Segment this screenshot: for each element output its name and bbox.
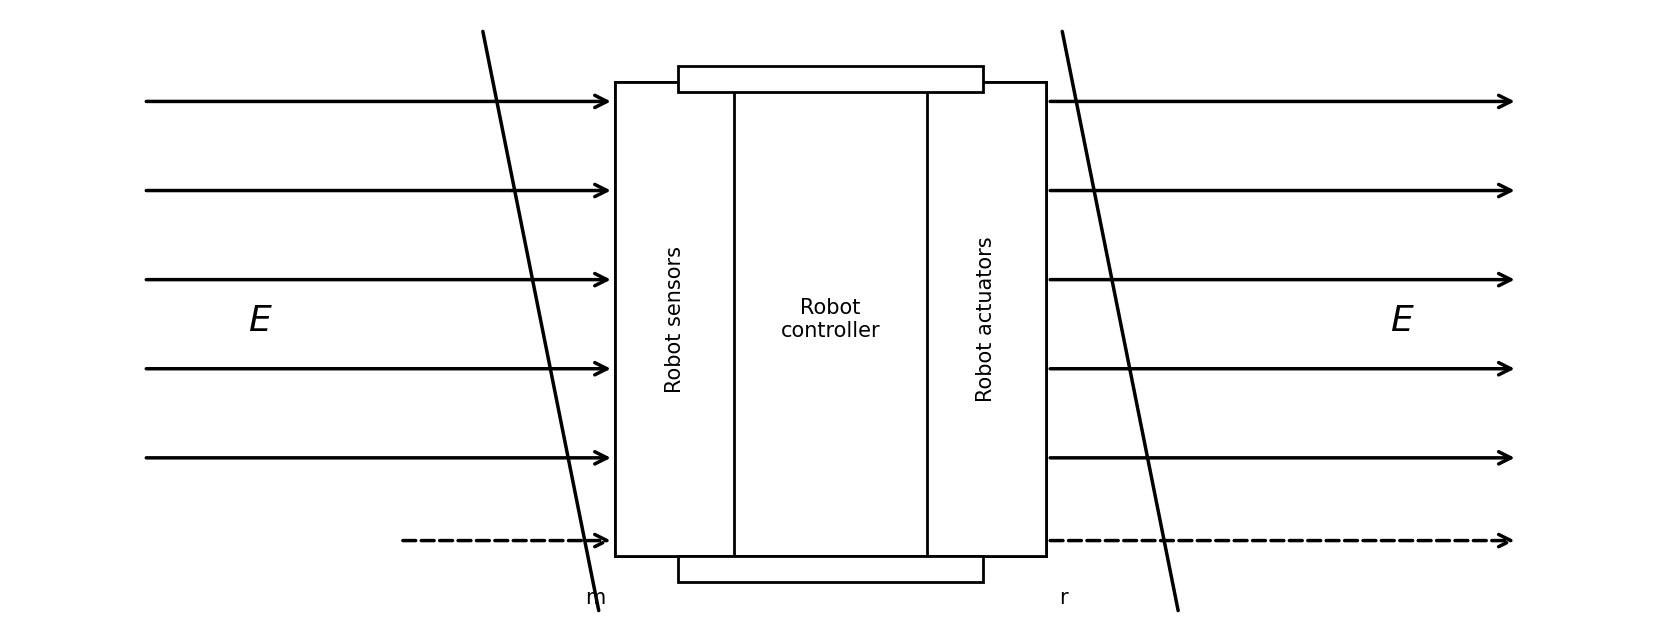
Bar [678, 557, 983, 582]
Text: m: m [585, 588, 606, 608]
Text: E: E [247, 304, 271, 338]
Text: Robot sensors: Robot sensors [664, 246, 684, 393]
Text: r: r [1060, 588, 1068, 608]
Text: Robot actuators: Robot actuators [977, 237, 997, 403]
Bar [927, 82, 1046, 557]
Bar [678, 66, 983, 92]
Text: Robot
controller: Robot controller [781, 298, 880, 341]
Text: E: E [1390, 304, 1414, 338]
Bar [615, 82, 1046, 557]
Bar [615, 82, 734, 557]
